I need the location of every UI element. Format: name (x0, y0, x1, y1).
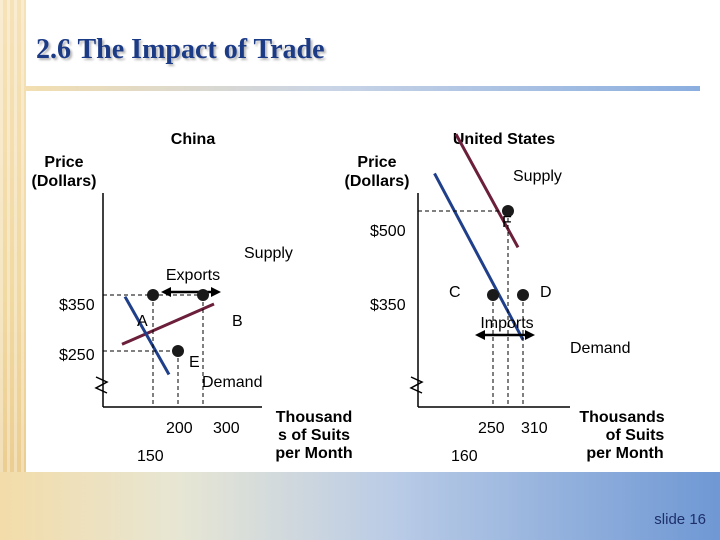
china-chart: China Price (Dollars) Exports Supply Dem… (32, 131, 353, 465)
us-chart: United States Price (Dollars) Imports Su… (345, 131, 665, 465)
china-title: China (171, 131, 216, 148)
us-qty-160: 160 (451, 448, 478, 465)
china-price-350: $350 (59, 297, 95, 314)
us-supply-label: Supply (513, 168, 562, 185)
us-xlabel-line3: per Month (586, 445, 663, 462)
china-point-b-label: B (232, 313, 243, 330)
china-xlabel-line3: per Month (275, 445, 352, 462)
china-supply-line (121, 302, 215, 346)
china-point-e-label: E (189, 354, 200, 371)
left-decor-stripes (0, 0, 26, 540)
bottom-decor-band (0, 472, 720, 540)
china-supply-label: Supply (244, 245, 293, 262)
china-ylabel-line2: (Dollars) (32, 173, 97, 190)
china-exports-label: Exports (166, 267, 220, 284)
china-demand-label: Demand (202, 374, 262, 391)
china-xlabel-line2: s of Suits (278, 427, 350, 444)
slide-title: 2.6 The Impact of Trade (36, 34, 325, 65)
us-point-c (487, 289, 499, 301)
china-ylabel-line1: Price (44, 154, 83, 171)
us-xlabel-line2: of Suits (606, 427, 665, 444)
us-point-f (502, 205, 514, 217)
left-decor-band (0, 0, 26, 540)
china-point-b (197, 289, 209, 301)
china-qty-150: 150 (137, 448, 164, 465)
title-underline (26, 86, 700, 91)
us-ylabel-line2: (Dollars) (345, 173, 410, 190)
us-point-d-label: D (540, 284, 552, 301)
china-xlabel-line1: Thousand (276, 409, 352, 426)
us-demand-label: Demand (570, 340, 630, 357)
china-demand-line (123, 295, 171, 376)
china-qty-200: 200 (166, 420, 193, 437)
us-qty-310: 310 (521, 420, 548, 437)
china-price-250: $250 (59, 347, 95, 364)
us-point-c-label: C (449, 284, 461, 301)
slide-number: slide 16 (654, 511, 706, 528)
us-ylabel-line1: Price (357, 154, 396, 171)
us-price-350: $350 (370, 297, 406, 314)
us-price-500: $500 (370, 223, 406, 240)
us-point-d (517, 289, 529, 301)
china-axis-break (94, 376, 109, 394)
china-point-a (147, 289, 159, 301)
us-point-f-label: F (502, 214, 512, 231)
china-qty-300: 300 (213, 420, 240, 437)
us-title: United States (453, 131, 555, 148)
us-qty-250: 250 (478, 420, 505, 437)
china-point-e (172, 345, 184, 357)
china-point-a-label: A (137, 313, 148, 330)
us-xlabel-line1: Thousands (579, 409, 664, 426)
us-axis-break (409, 376, 424, 394)
us-imports-label: Imports (480, 315, 533, 332)
